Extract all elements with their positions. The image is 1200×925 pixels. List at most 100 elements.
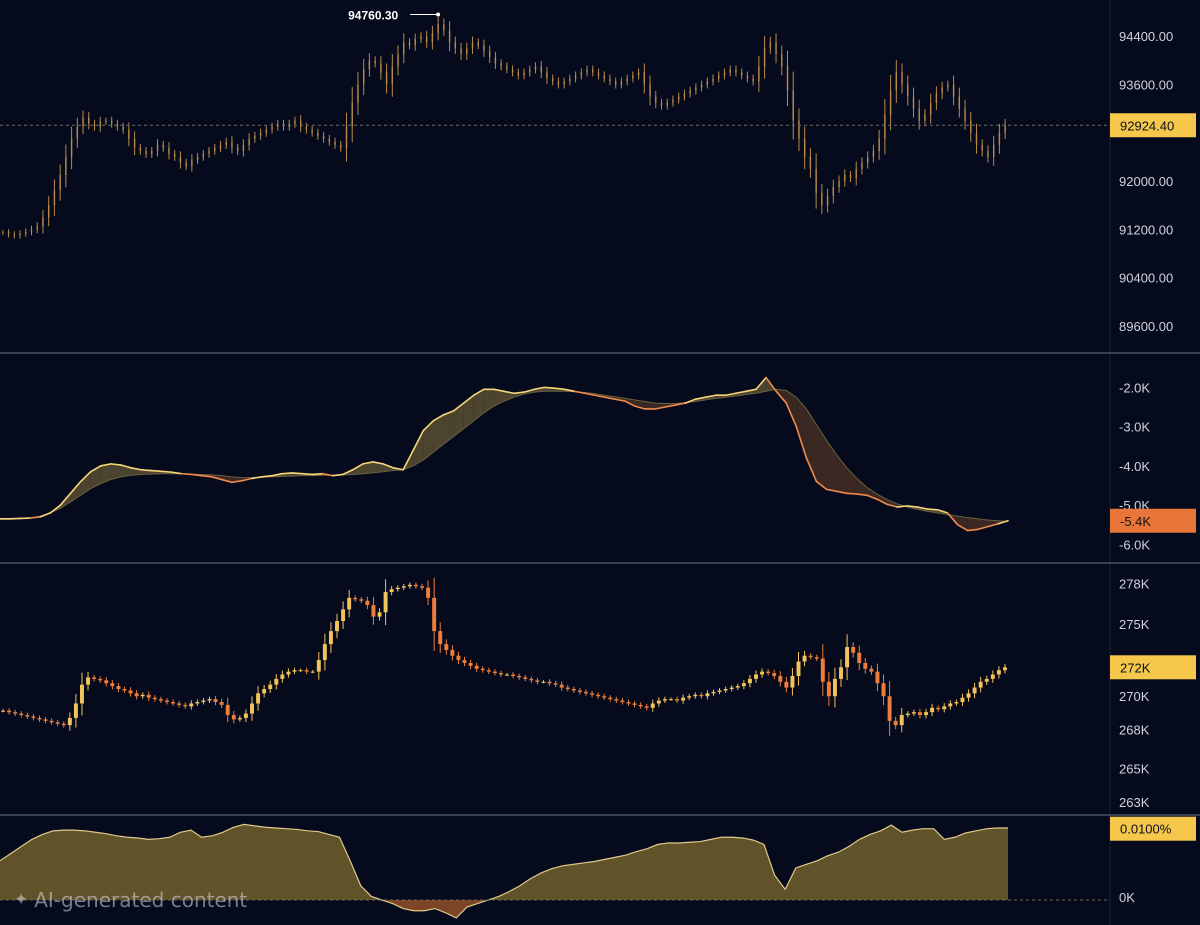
index-candle-body (675, 699, 680, 701)
price-candle-body (861, 162, 863, 169)
price-candle-body (53, 190, 56, 206)
index-candle-body (377, 612, 382, 617)
index-candle-body (183, 704, 188, 707)
price-candle-body (677, 96, 680, 100)
price-candle-body (99, 121, 101, 127)
price-candle-body (815, 168, 817, 194)
index-candle-body (632, 703, 637, 705)
index-candle-body (832, 678, 837, 697)
price-candle-body (466, 48, 468, 55)
oscillator-main-line-segment (966, 528, 979, 532)
index-candle-body (905, 713, 910, 716)
price-candle-body (786, 66, 789, 91)
price-candle-body (19, 233, 21, 236)
oscillator-fill-segment (483, 389, 494, 413)
price-candle-body (380, 63, 382, 73)
index-candle-body (1002, 667, 1007, 671)
high-marker: 94760.30 (348, 8, 441, 22)
index-candle-body (280, 674, 285, 679)
index-candle-body (55, 722, 60, 724)
oscillator-main-line-segment (795, 425, 808, 459)
price-candle-body (592, 69, 594, 73)
index-candle-body (577, 690, 582, 692)
price-candle-body (65, 156, 67, 175)
oscillator-main-line-segment (664, 404, 677, 408)
price-candle-body (574, 75, 577, 79)
price-candle-body (729, 69, 731, 73)
oscillator-main-line-segment (745, 388, 757, 393)
price-candle-body (546, 72, 548, 79)
index-candle-body (322, 644, 327, 661)
oscillator-main-line-segment (372, 461, 384, 465)
index-candle-body (687, 696, 692, 698)
price-candle-body (265, 129, 268, 133)
price-candle-body (712, 78, 714, 82)
oscillator-main-line-segment (583, 392, 596, 397)
oscillator-main-line-segment (160, 470, 173, 473)
index-candle-body (972, 687, 977, 694)
oscillator-main-line-segment (765, 376, 777, 393)
price-candle-body (603, 75, 605, 79)
price-candle-body (614, 81, 617, 85)
oscillator-main-line-segment (261, 474, 273, 478)
oscillator-value-badge-label: -5.4K (1120, 514, 1151, 529)
oscillator-main-line-segment (472, 388, 485, 397)
price-candle-body (649, 84, 651, 97)
price-candle-body (935, 93, 938, 103)
index-candle-body (189, 703, 194, 707)
oscillator-fill-segment (796, 397, 807, 458)
index-candle-body (954, 702, 959, 704)
price-candle-body (500, 63, 502, 67)
index-candle-body (413, 584, 418, 587)
oscillator-main-line-segment (624, 400, 636, 408)
price-candle-body (769, 42, 772, 49)
index-ytick-label: 270K (1119, 689, 1150, 704)
index-candle-body (790, 675, 795, 688)
oscillator-fill-segment (372, 461, 384, 473)
oscillator-fill-segment (221, 475, 232, 483)
price-candle-body (884, 114, 886, 139)
index-candle-body (644, 706, 649, 708)
index-candle-body (808, 655, 813, 658)
oscillator-main-line-segment (291, 472, 304, 475)
index-candle-body (559, 684, 564, 688)
oscillator-main-line-segment (735, 390, 747, 395)
price-candle-body (36, 226, 38, 230)
index-candle-body (207, 699, 212, 701)
oscillator-fill-segment (856, 478, 867, 496)
index-candle-body (857, 652, 862, 663)
price-candle-body (13, 234, 16, 236)
funding-value-badge-bg (1110, 816, 1196, 841)
price-candle-body (540, 66, 542, 73)
oscillator-main-line-segment (351, 463, 364, 471)
oscillator-main-line-segment (281, 472, 294, 475)
price-candle-body (368, 60, 371, 70)
oscillator-signal-line (0, 388, 1009, 523)
index-candle-body (650, 703, 655, 708)
funding-series (0, 823, 1008, 919)
price-candle-body (637, 72, 640, 76)
price-candle-body (975, 132, 978, 145)
price-candle-body (70, 138, 73, 157)
price-candle-body (723, 72, 726, 76)
index-candle-body (231, 715, 236, 720)
price-candle-body (248, 138, 250, 145)
oscillator-main-line-segment (855, 493, 868, 497)
index-candle-body (735, 686, 740, 688)
index-candle-body (474, 665, 479, 669)
price-candle-body (488, 51, 491, 58)
index-candle-body (565, 687, 570, 689)
index-candle-body (146, 694, 151, 698)
oscillator-ytick-label: -2.0K (1119, 380, 1150, 395)
price-candle-body (76, 126, 79, 139)
oscillator-main-line-segment (936, 508, 949, 514)
index-candle-body (602, 696, 607, 698)
oscillator-main-line-segment (694, 396, 707, 400)
price-candle-body (534, 66, 537, 70)
index-candle-body (304, 670, 309, 672)
price-candle-body (523, 72, 525, 76)
index-candle-body (353, 597, 358, 600)
price-candle-body (740, 72, 743, 76)
index-candle-body (420, 586, 424, 588)
